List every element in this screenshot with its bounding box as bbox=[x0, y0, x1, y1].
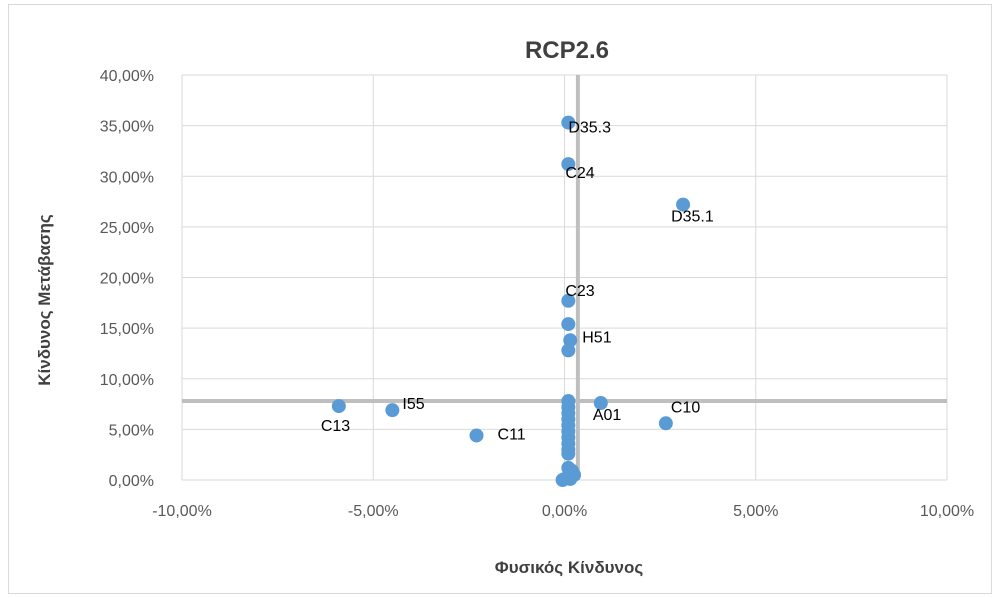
y-tick-label: 20,00% bbox=[100, 271, 154, 288]
y-tick-label: 35,00% bbox=[100, 119, 154, 136]
y-tick-label: 25,00% bbox=[100, 220, 154, 237]
data-point bbox=[469, 428, 484, 443]
data-point bbox=[561, 343, 576, 358]
data-point bbox=[561, 317, 576, 332]
data-point bbox=[331, 399, 346, 414]
data-point bbox=[593, 396, 608, 411]
point-label: D35.3 bbox=[568, 120, 611, 137]
point-label: D35.1 bbox=[671, 209, 714, 226]
point-label: C13 bbox=[321, 418, 350, 435]
point-label: I55 bbox=[402, 396, 424, 413]
data-point bbox=[561, 115, 576, 130]
y-tick-label: 40,00% bbox=[100, 68, 154, 85]
x-axis-title: Φυσικός Κίνδυνος bbox=[495, 558, 644, 577]
x-tick-label: -5,00% bbox=[348, 503, 399, 520]
data-point bbox=[563, 471, 578, 486]
point-label: H51 bbox=[582, 329, 611, 346]
y-axis-tick-labels: 0,00% 5,00% 10,00% 15,00% 20,00% 25,00% 30,00%… bbox=[100, 68, 154, 490]
point-label: C23 bbox=[565, 283, 594, 300]
x-tick-label: 0,00% bbox=[542, 503, 587, 520]
x-tick-label: -10,00% bbox=[152, 503, 212, 520]
data-point bbox=[561, 446, 576, 461]
chart-title: RCP2.6 bbox=[525, 37, 609, 64]
point-labels: D35.3 C24 D35.1 C23 H51 A01 C10 C13 I55 C11 bbox=[321, 120, 714, 444]
x-tick-label: 10,00% bbox=[920, 503, 974, 520]
chart-area bbox=[8, 4, 992, 594]
gridlines bbox=[181, 74, 948, 481]
point-label: C11 bbox=[498, 426, 526, 443]
y-tick-label: 15,00% bbox=[100, 321, 154, 338]
point-label: C24 bbox=[565, 165, 594, 182]
data-point bbox=[658, 416, 673, 431]
y-tick-label: 10,00% bbox=[100, 372, 154, 389]
point-label: C10 bbox=[671, 399, 700, 416]
y-tick-label: 30,00% bbox=[100, 169, 154, 186]
y-tick-label: 5,00% bbox=[109, 422, 154, 439]
point-label: A01 bbox=[593, 407, 622, 424]
x-axis-tick-labels: -10,00% -5,00% 0,00% 5,00% 10,00% bbox=[152, 503, 974, 520]
data-point bbox=[385, 403, 400, 418]
data-points bbox=[331, 115, 691, 487]
data-point bbox=[676, 197, 691, 212]
y-tick-label: 0,00% bbox=[109, 473, 154, 490]
y-axis-title: Κίνδυνος Μετάβασης bbox=[35, 214, 54, 386]
data-point bbox=[561, 293, 576, 308]
x-tick-label: 5,00% bbox=[733, 503, 778, 520]
data-point bbox=[561, 157, 576, 172]
